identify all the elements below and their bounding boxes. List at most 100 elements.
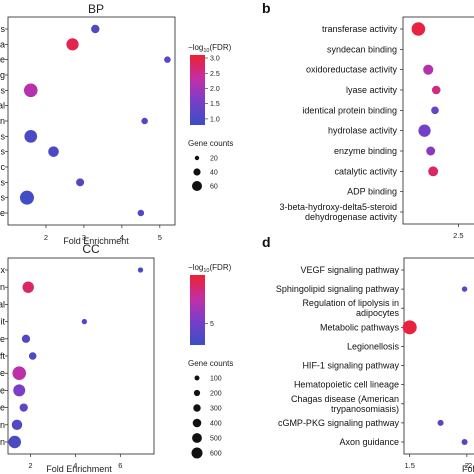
panel-b-plot-area [402,16,474,225]
panel-c-colorbar [190,275,205,345]
y-category-label: s [1,85,6,95]
panel-c-size-legend-title: Gene counts [188,359,233,368]
y-category-label: transferase activity [322,24,398,34]
y-category-label: syndecan binding [327,44,397,54]
size-legend-dot [192,433,202,443]
data-point [141,117,148,125]
data-point [81,318,88,325]
data-point [23,83,38,98]
panel-d-label: d [262,234,271,250]
y-category-label: ft [0,351,5,361]
size-legend-dot [192,418,202,428]
size-legend-dot [194,375,200,381]
y-category-label: Axon guidance [339,437,399,447]
y-category-label: e [0,55,5,65]
data-point [431,85,441,95]
data-point [418,124,431,137]
x-tick-label: 3 [82,233,86,242]
panel-d-points [402,286,468,446]
panel-d-x-ticks: 1.5 2 2. [404,454,474,470]
y-category-label: enzyme binding [334,146,397,156]
x-tick-label: 4 [120,233,124,242]
colorbar-tick-label: 3.0 [210,56,220,63]
x-tick-label: 6 [118,461,122,470]
x-tick-label: 2 [44,233,48,242]
x-tick-label: 1.5 [404,461,414,470]
y-category-label: identical protein binding [302,105,397,115]
data-point [164,56,171,63]
size-legend-label: 600 [210,451,222,458]
data-point [428,166,439,177]
panel-a-y-labels: saegsalnssicsse [0,24,8,218]
colorbar-tick-label: 1.0 [210,116,220,123]
panel-a-size-legend: 20 40 60 [192,156,218,191]
data-point [461,438,468,446]
data-point [426,146,436,156]
y-category-label: n [0,116,5,126]
y-category-label: al [0,299,5,309]
y-category-label: e [0,334,5,344]
y-category-label: ic [0,162,5,172]
size-legend-label: 400 [210,421,222,428]
panel-c-color-legend-title: −log10(FDR) [188,263,232,274]
y-category-label: Metabolic pathways [320,322,400,332]
y-category-label: a [0,39,5,49]
data-point [11,419,23,431]
y-category-label: e [0,403,5,413]
size-legend-dot [192,181,202,191]
x-tick-label: 2 [28,461,32,470]
panel-a-x-axis-label: Fold Enrichment [63,236,129,246]
colorbar-tick-label: 2.5 [210,71,220,78]
y-category-label: oxidoreductase activity [306,65,398,75]
panel-c-title: CC [82,242,100,256]
panel-a-points [19,24,171,217]
data-point [402,320,417,335]
panel-a-color-legend-title: −log10(FDR) [188,43,232,54]
y-category-label: Legionellosis [347,341,400,351]
y-category-label: s [1,131,6,141]
y-category-label: catalytic activity [334,166,397,176]
panel-b-y-labels: transferase activity syndecan binding oxid… [279,24,403,222]
y-category-label: hydrolase activity [328,126,398,136]
data-point [28,352,37,360]
y-category-label: n [0,420,5,430]
data-point [66,38,79,51]
data-point [461,286,468,292]
panel-c-points [8,267,144,449]
y-category-label: al [0,101,5,111]
size-legend-label: 60 [210,184,218,191]
y-category-label: e [0,368,5,378]
data-point [91,24,100,34]
y-category-label: n [0,437,5,447]
x-tick-label: 2 [465,461,469,470]
y-category-label: 3-beta-hydroxy-delta5-steroid dehydrogena… [279,202,397,222]
y-category-label: Hematopoietic cell lineage [294,380,399,390]
colorbar-tick-label: 1.5 [210,101,220,108]
size-legend-label: 300 [210,406,222,413]
data-point [423,64,434,75]
panel-c-colorbar-ticks: 5 [205,321,214,328]
size-legend-label: 200 [210,391,222,398]
y-category-label: VEGF signaling pathway [300,265,399,275]
data-point [48,146,59,157]
y-category-label: Regulation of lipolysis in adipocytes [302,298,399,318]
panel-d-x-axis-label: Fold [462,464,474,474]
data-point [21,334,31,343]
data-point [431,106,439,115]
y-category-label: s [1,147,6,157]
y-category-label: Sphingolipid signaling pathway [276,284,400,294]
size-legend-label: 500 [210,436,222,443]
data-point [13,384,26,397]
data-point [437,419,444,426]
y-category-label: e [0,208,5,218]
size-legend-label: 40 [210,170,218,177]
data-point [19,190,34,205]
size-legend-dot [193,168,201,176]
panel-b-x-ticks: 2.5 [453,224,464,240]
size-legend-dot [193,389,201,397]
panel-a-plot-area [7,16,176,226]
panel-a-legend: −log10(FDR) 1.01.52.02.53.0 Gene counts … [188,43,233,191]
panel-d-plot-area [403,257,474,455]
